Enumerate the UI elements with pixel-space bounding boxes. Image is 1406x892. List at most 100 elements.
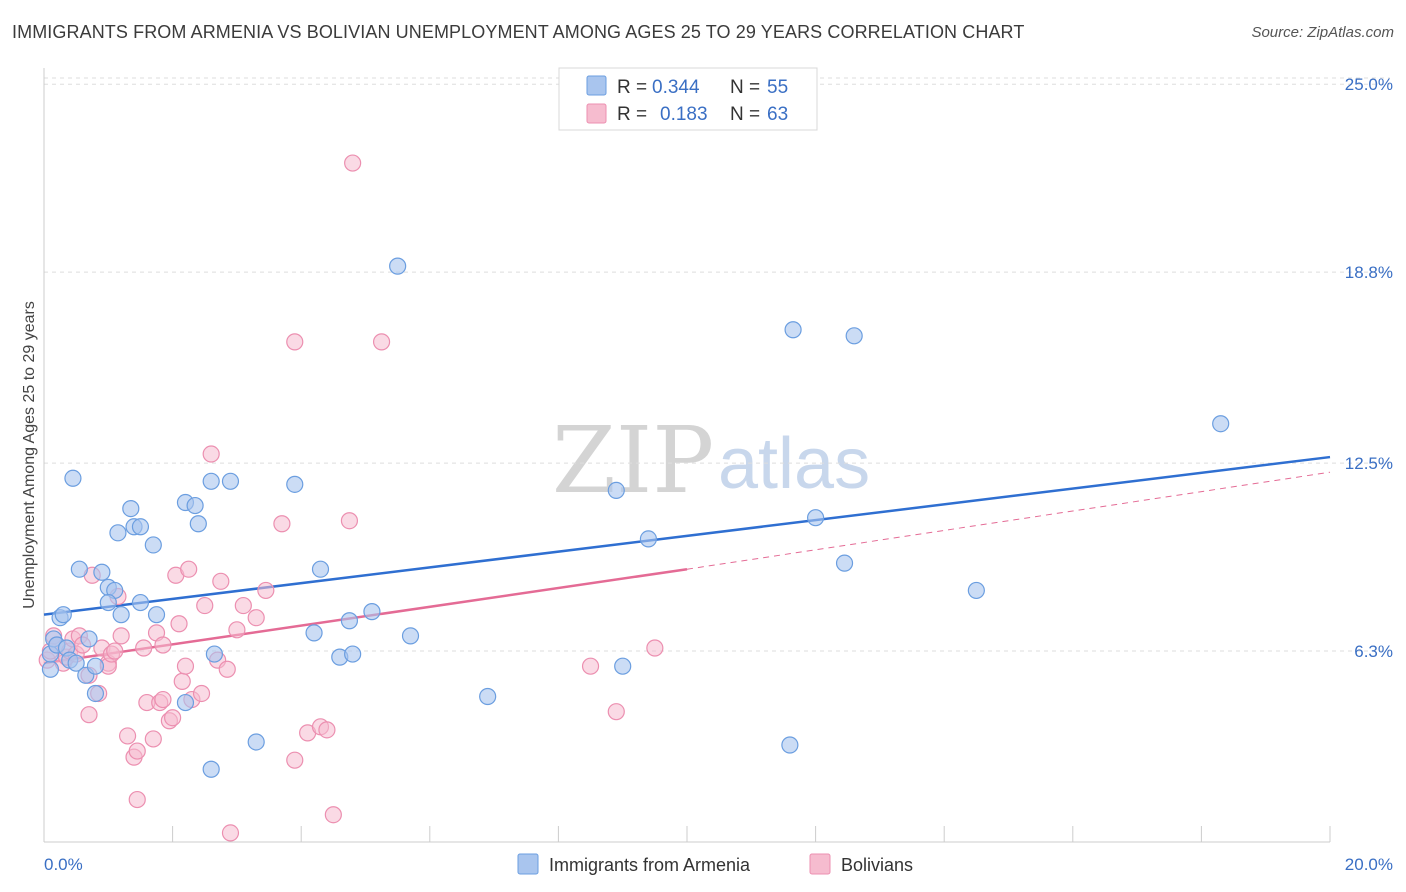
data-point-armenia bbox=[311, 560, 330, 578]
y-tick-label: 6.3% bbox=[1354, 642, 1393, 661]
data-point-armenia bbox=[479, 687, 497, 706]
y-tick-label: 18.8% bbox=[1345, 263, 1393, 282]
data-point-bolivians bbox=[344, 154, 362, 172]
data-point-armenia bbox=[639, 530, 658, 548]
data-point-armenia bbox=[784, 321, 802, 339]
data-point-armenia bbox=[64, 469, 82, 487]
data-point-armenia bbox=[806, 509, 825, 527]
bottom-legend: Immigrants from Armenia Bolivians bbox=[517, 853, 913, 875]
data-point-bolivians bbox=[144, 730, 162, 748]
data-point-armenia bbox=[221, 472, 240, 490]
legend-swatch-armenia bbox=[586, 75, 607, 96]
bottom-legend-swatch-armenia bbox=[517, 853, 539, 875]
data-point-bolivians bbox=[324, 806, 342, 824]
legend-n-value-bolivians: 63 bbox=[767, 104, 788, 125]
legend-r-value-bolivians: 0.183 bbox=[660, 104, 708, 125]
armenia-points bbox=[41, 257, 1230, 778]
data-point-armenia bbox=[305, 624, 323, 642]
gridlines bbox=[44, 77, 1390, 652]
data-point-bolivians bbox=[646, 639, 664, 657]
tick-labels: 6.3% 12.5% 18.8% 25.0% 0.0% 20.0% bbox=[44, 75, 1393, 874]
x-tick-label: 0.0% bbox=[44, 855, 83, 874]
y-axis-label: Unemployment Among Ages 25 to 29 years bbox=[21, 301, 38, 609]
data-point-armenia bbox=[205, 645, 223, 663]
data-point-bolivians bbox=[218, 660, 236, 678]
data-point-bolivians bbox=[154, 690, 172, 709]
data-point-bolivians bbox=[112, 627, 130, 645]
data-point-armenia bbox=[131, 518, 150, 536]
legend-n-label: N = bbox=[730, 77, 760, 98]
data-point-armenia bbox=[340, 612, 359, 630]
data-point-bolivians bbox=[106, 642, 124, 660]
data-point-bolivians bbox=[196, 596, 214, 615]
data-point-armenia bbox=[86, 657, 105, 675]
data-point-armenia bbox=[389, 257, 407, 275]
data-point-bolivians bbox=[118, 727, 137, 745]
legend-r-label: R = bbox=[617, 104, 647, 125]
data-point-bolivians bbox=[154, 636, 172, 654]
data-point-armenia bbox=[202, 760, 220, 778]
data-point-armenia bbox=[189, 515, 207, 533]
data-point-armenia bbox=[144, 536, 162, 554]
data-point-bolivians bbox=[212, 572, 230, 590]
data-point-bolivians bbox=[192, 684, 211, 703]
data-point-armenia bbox=[186, 496, 204, 515]
data-point-armenia bbox=[967, 581, 985, 600]
y-tick-label: 25.0% bbox=[1345, 75, 1393, 94]
legend-n-label: N = bbox=[730, 104, 760, 125]
data-point-bolivians bbox=[173, 672, 191, 690]
legend-r-label: R = bbox=[617, 77, 647, 98]
data-point-armenia bbox=[41, 660, 60, 678]
data-point-bolivians bbox=[221, 824, 240, 842]
data-point-armenia bbox=[286, 475, 304, 493]
data-point-armenia bbox=[1212, 415, 1230, 433]
bottom-legend-bolivians: Bolivians bbox=[841, 855, 913, 875]
data-point-armenia bbox=[202, 472, 220, 490]
data-point-armenia bbox=[176, 693, 195, 712]
data-point-bolivians bbox=[286, 751, 304, 769]
data-point-bolivians bbox=[234, 596, 252, 615]
legend-box: R = 0.344 N = 55 R = 0.183 N = 63 bbox=[558, 67, 818, 131]
data-point-armenia bbox=[845, 327, 863, 345]
data-point-bolivians bbox=[180, 560, 198, 578]
data-point-armenia bbox=[614, 657, 632, 675]
data-point-bolivians bbox=[372, 333, 391, 351]
x-tick-label: 20.0% bbox=[1345, 855, 1393, 874]
data-point-bolivians bbox=[170, 615, 188, 633]
data-point-armenia bbox=[247, 733, 265, 751]
data-point-armenia bbox=[67, 654, 85, 672]
data-point-bolivians bbox=[164, 709, 182, 727]
y-tick-label: 12.5% bbox=[1345, 454, 1393, 473]
data-point-bolivians bbox=[80, 706, 98, 724]
axes bbox=[43, 68, 1331, 843]
data-point-bolivians bbox=[128, 790, 146, 809]
legend-n-value-armenia: 55 bbox=[767, 77, 788, 98]
data-point-armenia bbox=[54, 606, 72, 624]
data-point-armenia bbox=[344, 645, 362, 663]
bottom-legend-armenia: Immigrants from Armenia bbox=[549, 855, 751, 875]
legend-swatch-bolivians bbox=[586, 103, 607, 124]
data-point-armenia bbox=[86, 684, 105, 703]
data-point-bolivians bbox=[273, 515, 291, 533]
data-point-bolivians bbox=[135, 639, 153, 657]
bottom-legend-swatch-bolivians bbox=[809, 853, 831, 875]
data-point-bolivians bbox=[176, 657, 195, 675]
watermark-atlas: atlas bbox=[718, 424, 870, 504]
data-point-bolivians bbox=[257, 581, 275, 600]
legend-r-value-armenia: 0.344 bbox=[652, 77, 700, 98]
trend-line-bolivians-extension bbox=[686, 471, 1331, 570]
data-point-armenia bbox=[147, 606, 166, 624]
data-point-armenia bbox=[70, 560, 88, 578]
chart-source: Source: ZipAtlas.com bbox=[1251, 24, 1394, 41]
data-point-armenia bbox=[109, 524, 127, 542]
data-point-armenia bbox=[781, 736, 799, 754]
data-point-armenia bbox=[93, 563, 111, 581]
data-point-bolivians bbox=[581, 657, 600, 675]
data-point-bolivians bbox=[128, 742, 146, 760]
data-point-armenia bbox=[401, 627, 420, 645]
data-point-armenia bbox=[80, 630, 98, 648]
watermark-zip: ZIP bbox=[552, 407, 714, 514]
data-point-bolivians bbox=[340, 512, 359, 530]
data-point-armenia bbox=[99, 593, 117, 612]
